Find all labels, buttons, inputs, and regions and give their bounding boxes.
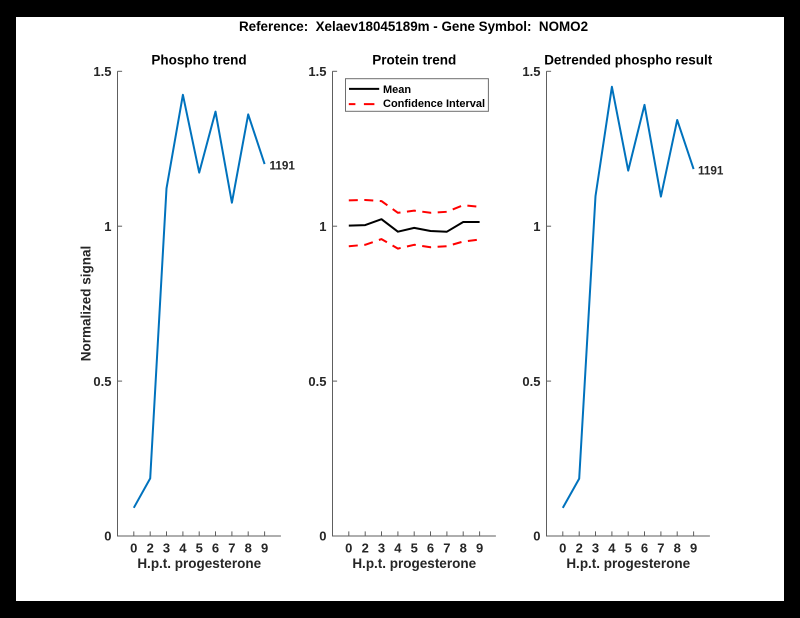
svg-text:4: 4 <box>179 541 187 556</box>
svg-text:0: 0 <box>533 529 540 544</box>
svg-text:0.5: 0.5 <box>308 374 326 389</box>
svg-text:4: 4 <box>394 541 402 556</box>
svg-text:H.p.t. progesterone: H.p.t. progesterone <box>137 556 261 571</box>
svg-text:7: 7 <box>443 541 450 556</box>
svg-text:Confidence Interval: Confidence Interval <box>383 98 485 110</box>
svg-text:6: 6 <box>427 541 434 556</box>
svg-text:Detrended phospho result: Detrended phospho result <box>544 52 713 67</box>
svg-text:0: 0 <box>559 541 566 556</box>
svg-text:8: 8 <box>460 541 467 556</box>
svg-text:2: 2 <box>147 541 154 556</box>
svg-text:1: 1 <box>533 219 540 234</box>
svg-text:2: 2 <box>576 541 583 556</box>
svg-text:1.5: 1.5 <box>522 64 540 79</box>
svg-text:9: 9 <box>476 541 483 556</box>
svg-text:6: 6 <box>212 541 219 556</box>
svg-text:0: 0 <box>345 541 352 556</box>
svg-text:Phospho trend: Phospho trend <box>151 52 246 67</box>
svg-text:5: 5 <box>411 541 418 556</box>
svg-text:2: 2 <box>362 541 369 556</box>
svg-text:H.p.t. progesterone: H.p.t. progesterone <box>566 556 690 571</box>
svg-text:Mean: Mean <box>383 84 411 96</box>
svg-text:1.5: 1.5 <box>93 64 111 79</box>
svg-text:1.5: 1.5 <box>308 64 326 79</box>
svg-text:3: 3 <box>378 541 385 556</box>
svg-text:0.5: 0.5 <box>522 374 540 389</box>
svg-text:9: 9 <box>690 541 697 556</box>
svg-text:0.5: 0.5 <box>93 374 111 389</box>
svg-text:8: 8 <box>245 541 252 556</box>
svg-text:0: 0 <box>104 529 111 544</box>
svg-text:0: 0 <box>319 529 326 544</box>
svg-text:1191: 1191 <box>270 159 296 172</box>
svg-text:1: 1 <box>319 219 326 234</box>
svg-text:9: 9 <box>261 541 268 556</box>
svg-text:7: 7 <box>228 541 235 556</box>
svg-text:6: 6 <box>641 541 648 556</box>
svg-text:8: 8 <box>674 541 681 556</box>
svg-text:3: 3 <box>592 541 599 556</box>
svg-text:H.p.t. progesterone: H.p.t. progesterone <box>352 556 476 571</box>
svg-text:Normalized signal: Normalized signal <box>79 246 94 362</box>
svg-text:5: 5 <box>196 541 203 556</box>
svg-text:Reference: Xelaev18045189m -: Reference: Xelaev18045189m - Gene Symbol… <box>239 19 588 34</box>
svg-text:0: 0 <box>130 541 137 556</box>
svg-text:3: 3 <box>163 541 170 556</box>
svg-text:7: 7 <box>657 541 664 556</box>
svg-text:5: 5 <box>625 541 632 556</box>
svg-text:4: 4 <box>608 541 616 556</box>
svg-text:1: 1 <box>104 219 111 234</box>
svg-text:Protein trend: Protein trend <box>372 52 456 67</box>
svg-text:1191: 1191 <box>698 164 724 177</box>
